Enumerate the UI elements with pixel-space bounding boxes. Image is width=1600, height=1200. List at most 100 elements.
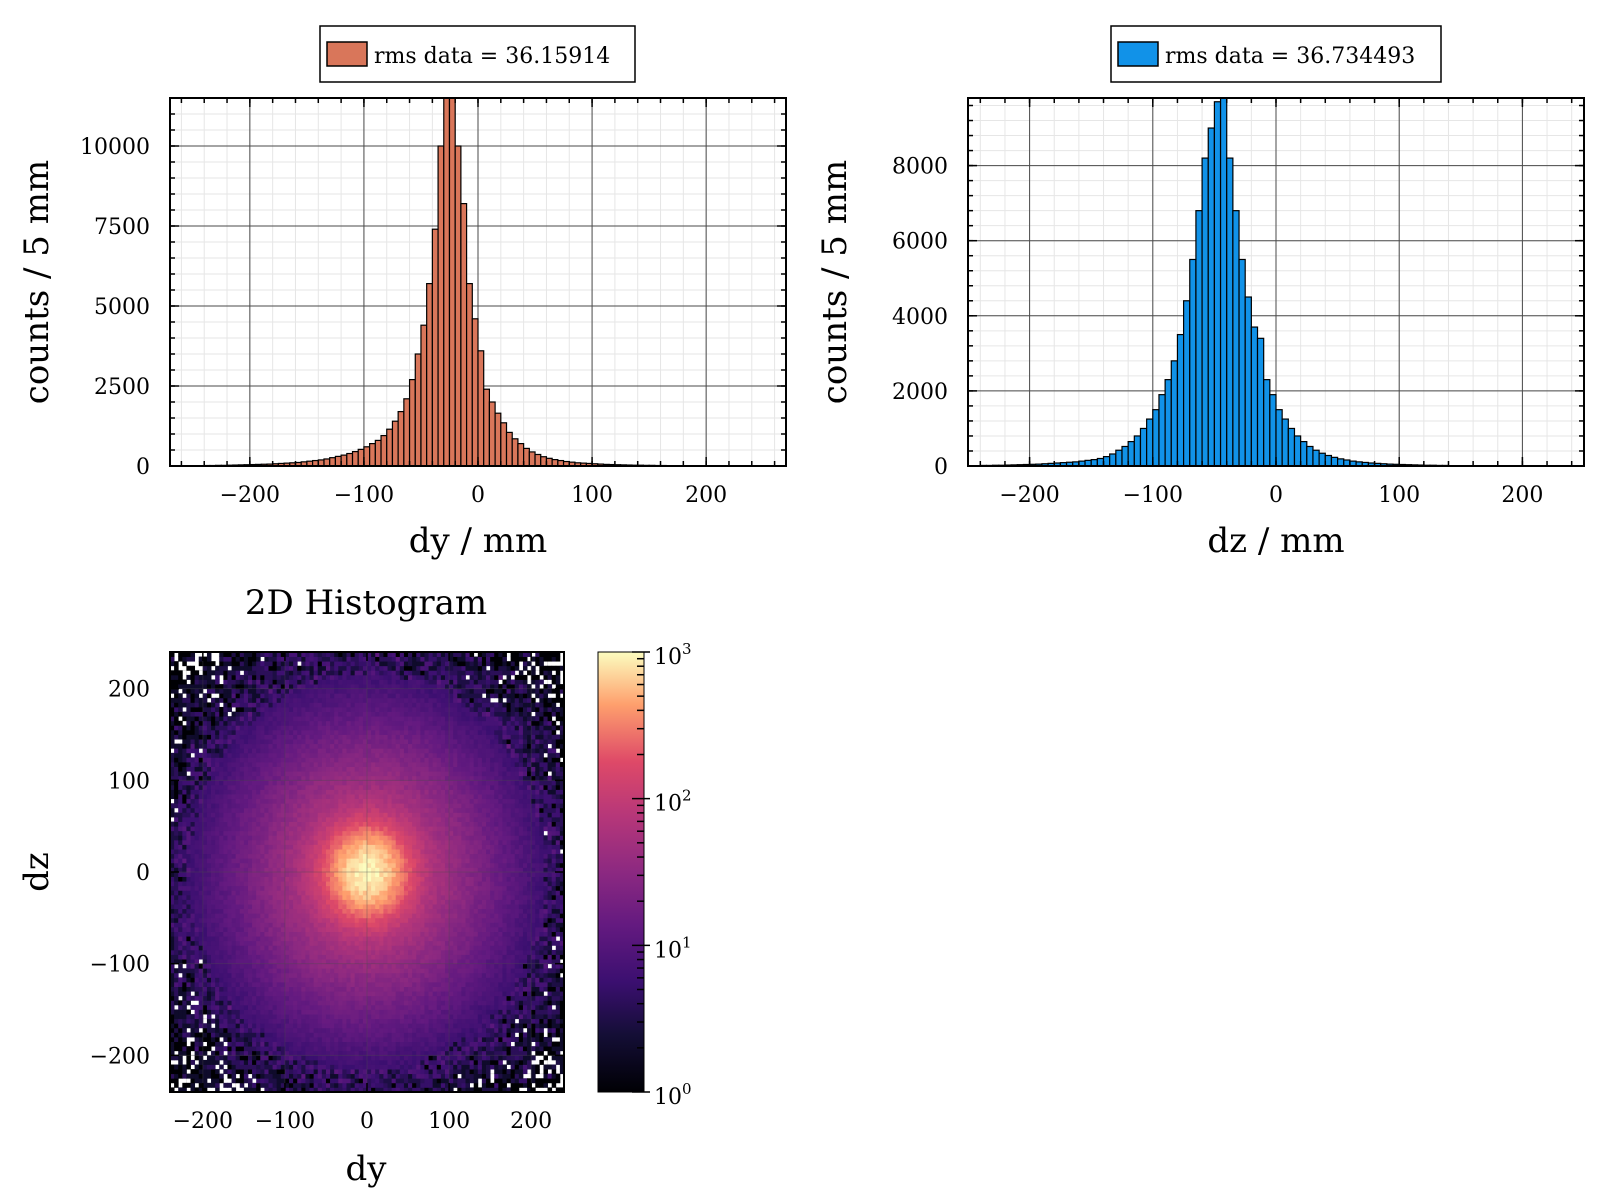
heatmap-cell — [350, 780, 356, 786]
heatmap-cell — [256, 1041, 261, 1047]
heatmap-cell — [260, 972, 265, 978]
heatmap-cell — [231, 826, 237, 832]
heatmap-cell — [215, 807, 220, 813]
heatmap-cell — [198, 739, 204, 745]
heatmap-cell — [215, 949, 220, 955]
heatmap-cell — [358, 1064, 364, 1070]
heatmap-cell — [194, 821, 200, 827]
heatmap-cell — [235, 1037, 241, 1042]
heatmap-cell — [239, 904, 245, 910]
heatmap-cell — [190, 890, 196, 896]
heatmap-cell — [297, 803, 302, 809]
heatmap-cell — [235, 670, 241, 676]
heatmap-cell — [194, 775, 200, 781]
heatmap-cell — [342, 839, 347, 845]
heatmap-cell — [284, 959, 290, 965]
heatmap-cell — [268, 775, 274, 781]
heatmap-cell — [350, 1069, 356, 1075]
heatmap-cell — [280, 674, 286, 680]
heatmap-cell — [346, 674, 351, 680]
heatmap-cell — [219, 665, 224, 671]
heatmap-cell — [276, 711, 282, 717]
heatmap-cell — [215, 830, 220, 836]
heatmap-cell — [243, 1078, 249, 1084]
heatmap-cell — [239, 867, 245, 873]
heatmap-cell — [264, 872, 269, 877]
heatmap-cell — [247, 876, 253, 882]
heatmap-cell — [206, 1082, 212, 1088]
heatmap-cell — [223, 972, 228, 978]
heatmap-cell — [170, 716, 175, 722]
heatmap-cell — [305, 858, 310, 864]
heatmap-cell — [309, 716, 315, 722]
heatmap-cell — [317, 977, 323, 983]
heatmap-cell — [358, 1041, 364, 1047]
heatmap-cell — [178, 748, 183, 754]
heatmap-cell — [284, 784, 290, 790]
heatmap-cell — [206, 826, 212, 832]
heatmap-cell — [325, 693, 331, 699]
heatmap-cell — [239, 679, 245, 685]
heatmap-cell — [342, 940, 347, 946]
heatmap-cell — [276, 904, 282, 910]
heatmap-cell — [284, 661, 290, 667]
heatmap-cell — [325, 945, 331, 951]
heatmap-cell — [243, 1032, 249, 1038]
heatmap-cell — [256, 693, 261, 699]
heatmap-cell — [247, 922, 253, 928]
heatmap-cell — [297, 1046, 302, 1052]
heatmap-cell — [293, 995, 298, 1001]
heatmap-cell — [239, 995, 245, 1001]
heatmap-cell — [334, 803, 339, 809]
heatmap-cell — [182, 826, 187, 832]
heatmap-cell — [256, 716, 261, 722]
heatmap-cell — [325, 936, 331, 942]
heatmap-cell — [235, 1064, 241, 1070]
heatmap-cell — [223, 739, 228, 745]
y-tick-label: 5000 — [94, 295, 150, 320]
heatmap-cell — [206, 775, 212, 781]
heatmap-cell — [211, 954, 216, 960]
heatmap-cell — [342, 949, 347, 955]
heatmap-cell — [243, 881, 249, 887]
heatmap-cell — [301, 798, 306, 804]
heatmap-cell — [350, 904, 356, 910]
heatmap-cell — [342, 798, 347, 804]
heatmap-cell — [256, 762, 261, 767]
heatmap-cell — [325, 1073, 331, 1079]
heatmap-cell — [182, 885, 187, 891]
heatmap-cell — [289, 890, 294, 896]
heatmap-cell — [219, 784, 224, 790]
heatmap-cell — [252, 858, 257, 864]
heatmap-cell — [170, 844, 175, 850]
heatmap-cell — [284, 1064, 290, 1070]
heatmap-cell — [346, 1055, 351, 1061]
heatmap-cell — [289, 945, 294, 951]
heatmap-cell — [190, 766, 196, 772]
heatmap-cell — [284, 670, 290, 676]
heatmap-cell — [293, 711, 298, 717]
heatmap-cell — [247, 1004, 253, 1010]
heatmap-cell — [338, 931, 343, 937]
heatmap-cell — [338, 697, 343, 703]
heatmap-cell — [186, 1073, 191, 1079]
heatmap-cell — [297, 817, 302, 822]
heatmap-cell — [239, 661, 245, 667]
heatmap-cell — [272, 807, 278, 813]
heatmap-cell — [342, 1004, 347, 1010]
heatmap-cell — [239, 665, 245, 671]
heatmap-cell — [174, 927, 179, 932]
heatmap-cell — [284, 949, 290, 955]
histogram-bar — [448, 98, 456, 466]
heatmap-cell — [182, 1000, 187, 1006]
heatmap-cell — [264, 652, 269, 657]
heatmap-cell — [334, 1018, 339, 1024]
heatmap-cell — [260, 794, 265, 800]
heatmap-cell — [350, 720, 356, 726]
heatmap-cell — [182, 1046, 187, 1052]
heatmap-cell — [313, 1018, 319, 1024]
heatmap-cell — [280, 894, 286, 900]
heatmap-cell — [276, 752, 282, 758]
heatmap-cell — [342, 661, 347, 667]
heatmap-cell — [297, 734, 302, 740]
